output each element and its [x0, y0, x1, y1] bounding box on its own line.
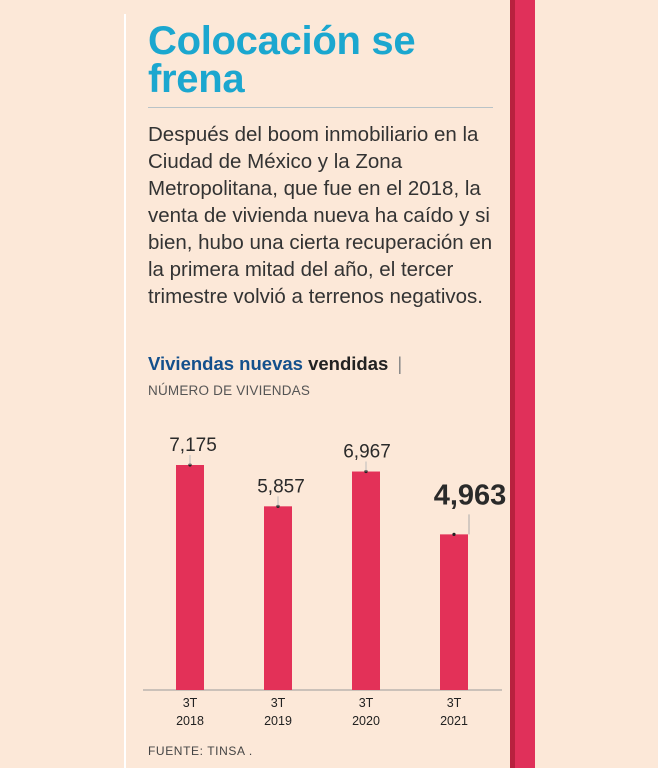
- bar-top-marker-2021: [452, 532, 456, 536]
- source-note: FUENTE: TINSA .: [148, 744, 253, 758]
- headline: Colocación se frena: [148, 19, 416, 101]
- value-label-2020: 6,967: [343, 442, 391, 463]
- left-rule: [124, 14, 126, 768]
- intro-paragraph: Después del boom inmobiliario en la Ciud…: [148, 123, 493, 308]
- headline-divider: [148, 107, 493, 108]
- x-tick-year-2019: 2019: [264, 714, 292, 728]
- x-tick-period-2021: 3T: [447, 696, 462, 710]
- chart-title-highlight: Viviendas nuevas: [148, 353, 303, 374]
- x-tick-period-2019: 3T: [271, 696, 286, 710]
- value-label-2021: 4,963: [434, 479, 507, 511]
- x-tick-year-2018: 2018: [176, 714, 204, 728]
- chart-subtitle: NÚMERO DE VIVIENDAS: [148, 383, 311, 398]
- value-label-2019: 5,857: [257, 476, 305, 497]
- bar-2021: [440, 534, 468, 690]
- chart-title: Viviendas nuevas vendidas |: [148, 353, 402, 375]
- chart-title-rest: vendidas: [308, 353, 389, 374]
- bar-2020: [352, 471, 380, 690]
- x-tick-period-2018: 3T: [183, 696, 198, 710]
- value-label-2018: 7,175: [169, 435, 217, 456]
- bar-2019: [264, 506, 292, 690]
- chart-title-separator: |: [397, 353, 403, 374]
- x-tick-year-2020: 2020: [352, 714, 380, 728]
- bar-2018: [176, 465, 204, 690]
- x-tick-year-2021: 2021: [440, 714, 468, 728]
- right-accent-band: [510, 0, 535, 768]
- x-tick-period-2020: 3T: [359, 696, 374, 710]
